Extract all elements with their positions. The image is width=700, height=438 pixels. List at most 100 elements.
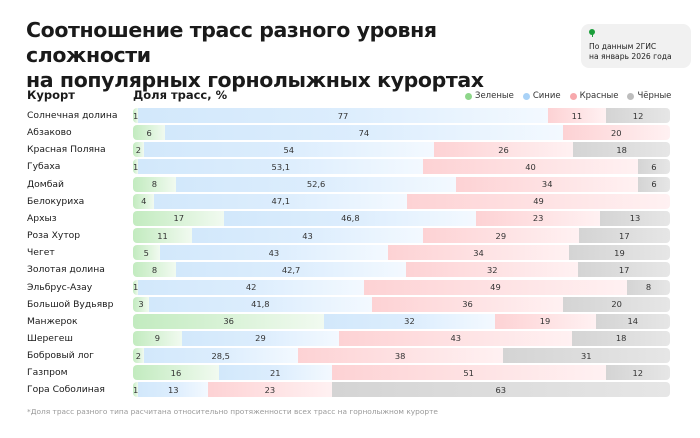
data-label: 31 xyxy=(581,350,592,361)
bar-segment-red: 38 xyxy=(297,348,503,364)
data-label: 13 xyxy=(167,384,179,395)
bar-segment-black: 6 xyxy=(637,176,670,192)
data-label: 6 xyxy=(651,179,657,190)
category-label: Манжерок xyxy=(27,315,78,327)
category-label: Белокуриха xyxy=(27,195,85,207)
data-label: 74 xyxy=(358,127,370,138)
bar-segment-red: 32 xyxy=(406,262,579,278)
data-label: 1 xyxy=(133,161,139,172)
category-label: Губаха xyxy=(27,161,61,173)
bar-segment-black: 8 xyxy=(627,279,670,295)
bar-segment-green: 2 xyxy=(133,348,144,364)
data-label: 3 xyxy=(138,299,144,310)
data-label: 51 xyxy=(463,367,474,378)
data-label: 16 xyxy=(170,367,182,378)
data-label: 14 xyxy=(627,316,639,327)
category-label: Золотая долина xyxy=(27,264,105,276)
bar-segment-red: 20 xyxy=(562,125,670,141)
data-label: 29 xyxy=(495,230,507,241)
bar-row: 8 52,6 34 6 xyxy=(133,176,670,192)
bar-segment-blue: 47,1 xyxy=(154,193,408,209)
data-label: 43 xyxy=(450,333,461,344)
data-label: 1 xyxy=(133,282,139,292)
data-label: 8 xyxy=(151,264,158,275)
data-label: 63 xyxy=(495,384,507,395)
bar-segment-black: 63 xyxy=(331,382,670,398)
data-label: 20 xyxy=(611,127,622,138)
bar-segment-black: 20 xyxy=(563,296,670,312)
bar-row: 5 43 34 19 xyxy=(133,245,670,261)
legend-label: Синие xyxy=(532,91,561,101)
data-label: 46,8 xyxy=(341,213,360,224)
bar-segment-red: 23 xyxy=(208,382,332,398)
bar-row: 2 28,5 38 31 xyxy=(133,348,670,364)
bar-segment-blue: 42 xyxy=(138,279,364,295)
bar-segment-red: 26 xyxy=(433,142,574,158)
bar-segment-black: 14 xyxy=(595,313,670,329)
bar-segment-green: 36 xyxy=(133,313,325,329)
data-label: 21 xyxy=(270,367,281,378)
bar-segment-green: 1 xyxy=(133,159,139,175)
bar-row: 2 54 26 18 xyxy=(133,142,670,158)
data-label: 18 xyxy=(616,144,627,155)
data-label: 8 xyxy=(151,179,157,190)
category-label: Роза Хутор xyxy=(27,230,81,242)
bar-segment-green: 2 xyxy=(133,142,144,158)
data-label: 23 xyxy=(264,384,276,395)
bar-row: 1 53,1 40 6 xyxy=(133,159,670,175)
legend-swatch-black xyxy=(627,92,635,100)
bar-segment-red: 34 xyxy=(456,176,638,192)
data-label: 2 xyxy=(135,350,142,361)
footnote: *Доля трасс разного типа расчитана относ… xyxy=(27,407,438,416)
bar-segment-blue: 28,5 xyxy=(143,348,298,364)
data-label: 19 xyxy=(539,316,551,327)
bar-row: 1 13 23 63 xyxy=(133,382,670,398)
category-label: Чегет xyxy=(27,247,55,259)
bar-segment-red: 36 xyxy=(371,296,564,312)
bar-segment-black: 17 xyxy=(578,262,670,278)
bar-segment-blue: 52,6 xyxy=(175,176,457,192)
bar-segment-red: 43 xyxy=(339,330,573,346)
category-label: Солнечная долина xyxy=(27,110,118,121)
data-label: 6 xyxy=(146,127,152,138)
bar-row: 3 41,8 36 20 xyxy=(133,296,670,312)
bar-row: 4 47,1 49 xyxy=(133,193,670,209)
bar-segment-red: 49 xyxy=(363,279,628,295)
bar-segment-green: 8 xyxy=(133,176,176,192)
legend-swatch-green xyxy=(465,92,472,100)
data-label: 8 xyxy=(645,282,652,292)
bar-segment-blue: 74 xyxy=(165,125,563,141)
category-label: Большой Вудьявр xyxy=(27,298,114,310)
legend: Зеленые Синие Красные Чёрные xyxy=(465,91,671,101)
legend-item-blue: Синие xyxy=(522,91,561,101)
bar-segment-black: 6 xyxy=(637,159,670,175)
data-label: 6 xyxy=(651,161,657,172)
data-label: 18 xyxy=(615,333,627,344)
category-label: Красная Поляна xyxy=(27,144,106,156)
chart-title: Соотношение трасс разного уровня сложнос… xyxy=(26,18,566,93)
bar-segment-red: 11 xyxy=(547,108,607,123)
bar-segment-green: 6 xyxy=(133,125,166,141)
category-label: Эльбрус-Азау xyxy=(27,281,93,293)
data-label: 54 xyxy=(283,144,294,155)
bar-segment-blue: 32 xyxy=(324,313,495,329)
bar-segment-black: 12 xyxy=(606,108,670,123)
legend-label: Красные xyxy=(579,91,619,101)
legend-swatch-blue xyxy=(522,92,530,100)
bar-segment-black: 17 xyxy=(578,228,670,244)
legend-swatch-red xyxy=(569,92,577,100)
data-label: 17 xyxy=(619,230,630,241)
bar-segment-red: 51 xyxy=(331,365,606,381)
bar-segment-green: 1 xyxy=(133,382,139,398)
legend-label: Зеленые xyxy=(475,91,514,101)
data-label: 1 xyxy=(133,384,139,395)
bar-segment-black: 12 xyxy=(605,365,670,381)
data-label: 49 xyxy=(490,282,501,292)
bar-row: 36 32 19 14 xyxy=(133,313,670,329)
data-label: 36 xyxy=(462,299,473,310)
data-label: 49 xyxy=(533,196,544,207)
legend-item-red: Красные xyxy=(569,91,619,101)
data-label: 5 xyxy=(143,247,149,258)
category-label: Газпром xyxy=(27,367,68,379)
